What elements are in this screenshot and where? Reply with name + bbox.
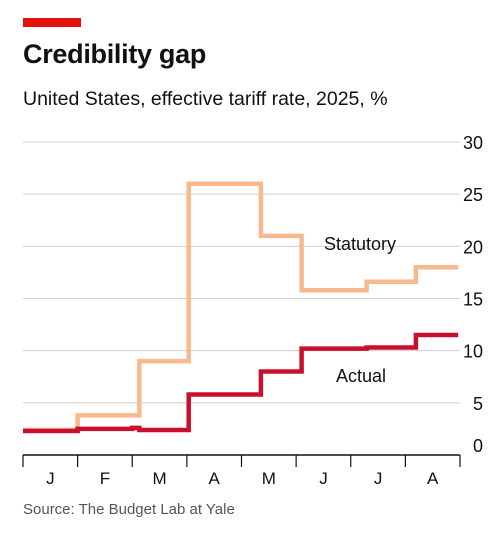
gridlines (23, 141, 460, 404)
x-tick-label: M (262, 469, 276, 488)
accent-bar (23, 18, 81, 27)
y-tick-label: 5 (473, 394, 483, 414)
statutory-label: Statutory (324, 234, 396, 254)
chart-title: Credibility gap (23, 39, 207, 69)
x-tick-label: F (100, 469, 110, 488)
y-tick-label: 0 (473, 436, 483, 456)
x-tick-label: M (152, 469, 166, 488)
y-tick-label: 25 (463, 185, 483, 205)
x-tick-label: J (46, 469, 55, 488)
y-tick-label: 20 (463, 237, 483, 257)
series-labels: Statutory Actual (324, 234, 396, 386)
chart-subtitle: United States, effective tariff rate, 20… (23, 88, 388, 110)
actual-label: Actual (336, 366, 386, 386)
y-tick-label: 30 (463, 133, 483, 153)
source-note: Source: The Budget Lab at Yale (23, 501, 235, 518)
x-tick-label: A (209, 469, 221, 488)
series-lines (23, 181, 459, 434)
x-tick-label: A (427, 469, 439, 488)
y-axis-tick-labels: 0 5 10 15 20 25 30 (463, 133, 483, 456)
x-tick-label: J (319, 469, 328, 488)
actual-line (23, 332, 459, 434)
y-tick-label: 10 (463, 342, 483, 362)
statutory-line (23, 181, 459, 433)
y-tick-label: 15 (463, 290, 483, 310)
x-tick-label: J (374, 469, 383, 488)
